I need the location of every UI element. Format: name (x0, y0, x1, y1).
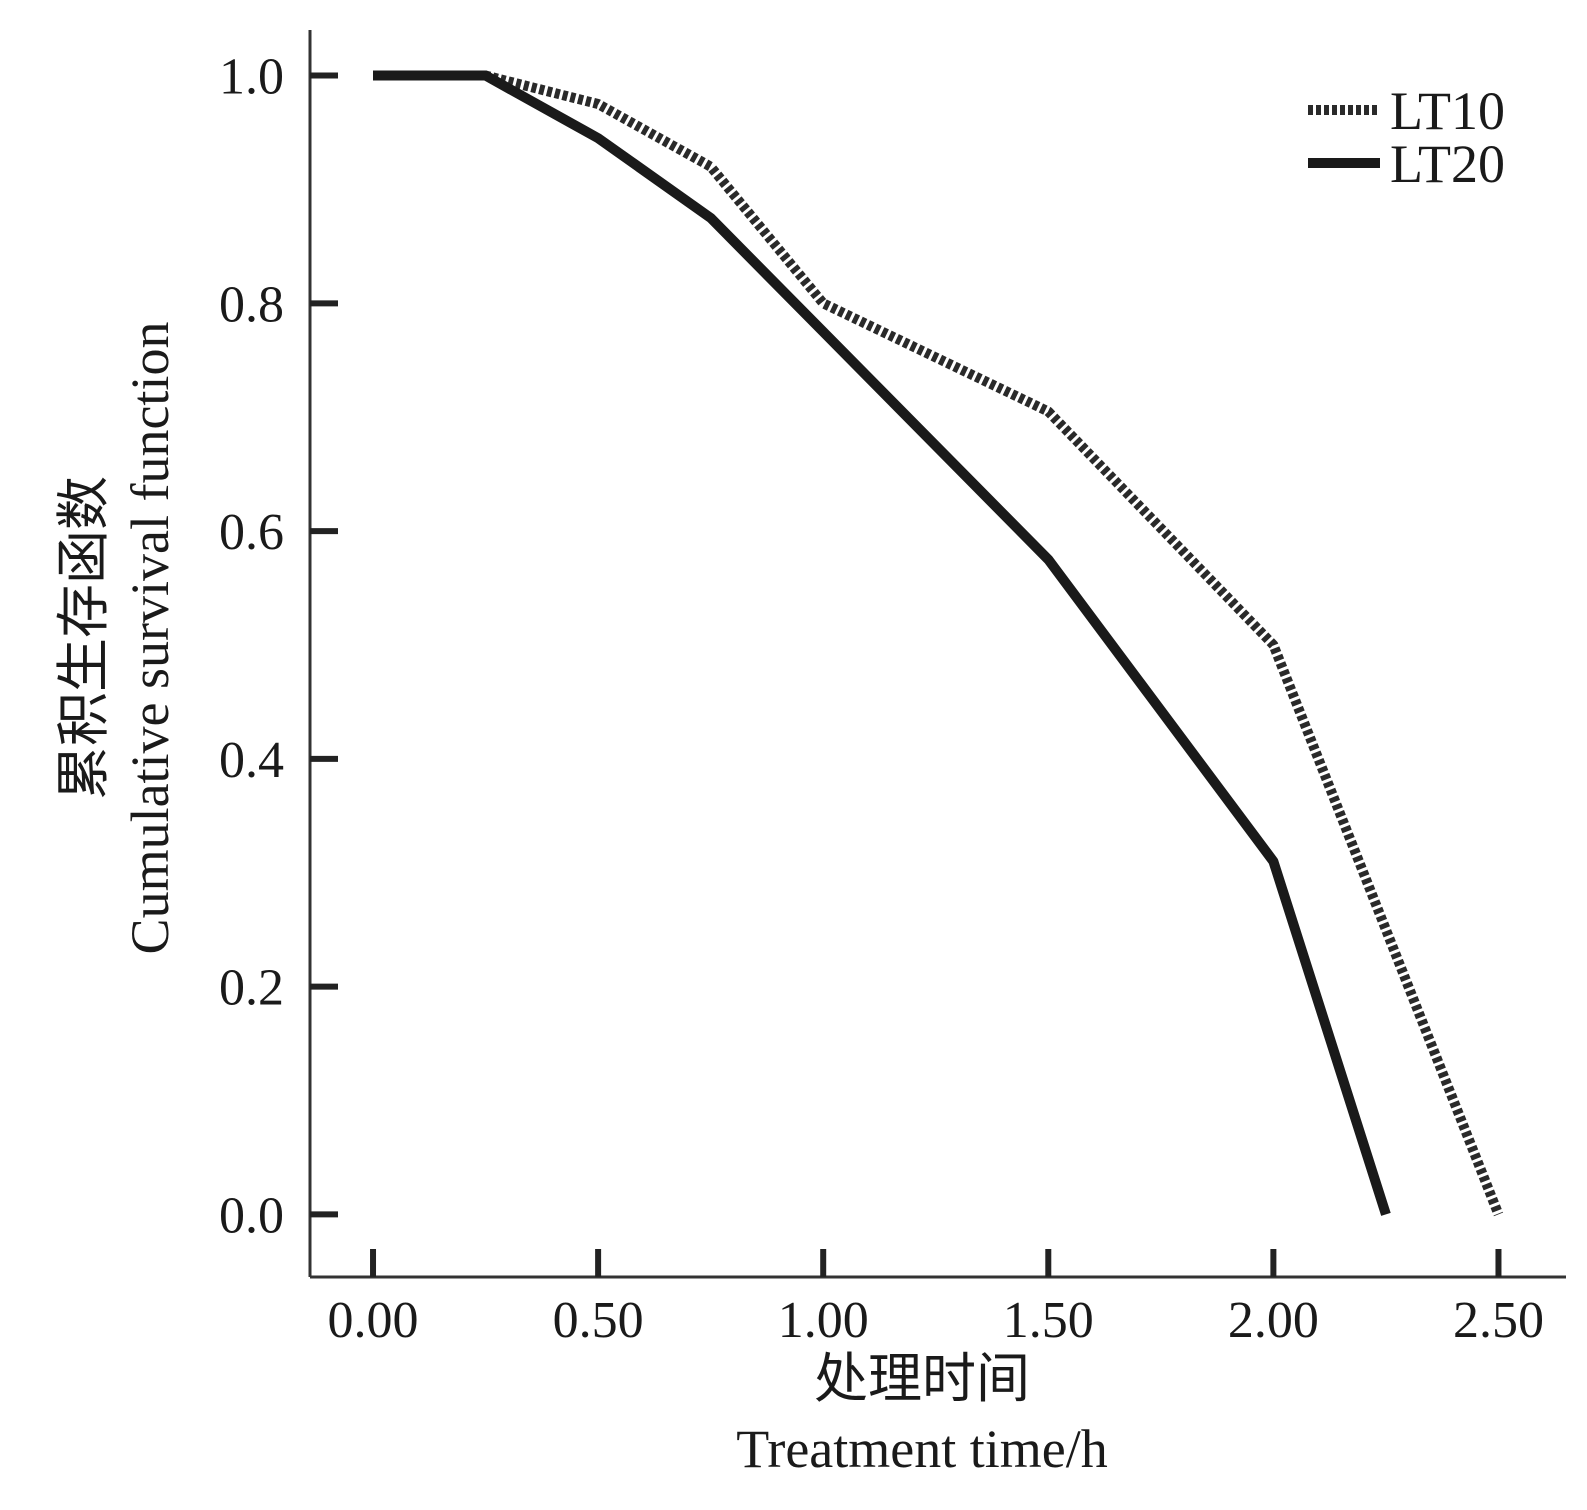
y-tick-label: 0.6 (219, 504, 284, 561)
y-axis-title-cn: 累积生存函数 (54, 476, 114, 800)
y-tick-label: 0.8 (219, 276, 284, 333)
y-axis-title: Cumulative survival function (120, 322, 180, 955)
data-point-lt10 (1044, 408, 1052, 416)
data-point-lt20 (594, 134, 602, 142)
y-tick-label: 1.0 (219, 49, 284, 106)
x-axis-title-cn: 处理时间 (814, 1349, 1030, 1409)
y-tick-label: 0.2 (219, 960, 284, 1017)
data-point-lt10 (819, 299, 827, 307)
data-point-lt20 (1044, 556, 1052, 564)
x-axis-title: Treatment time/h (736, 1419, 1107, 1479)
ticks: 0.0 0.2 0.4 0.6 0.8 1.0 0.00 0.50 1.00 1.50 2.00 2.… (219, 49, 1544, 1349)
data-point-lt10 (1494, 1210, 1502, 1218)
data-point-lt20 (369, 72, 377, 80)
data-point-lt20 (707, 214, 715, 222)
y-tick-label: 0.4 (219, 732, 284, 789)
legend-label-lt10: LT10 (1390, 81, 1505, 141)
data-point-lt20 (482, 72, 490, 80)
series-layer (369, 70, 1504, 1218)
data-point-lt20 (819, 328, 827, 336)
legend-label-lt20: LT20 (1390, 134, 1505, 194)
x-tick-label: 2.00 (1228, 1292, 1319, 1349)
series-line-lt20 (373, 70, 1391, 1216)
x-tick-label: 2.50 (1453, 1292, 1544, 1349)
axes (308, 30, 1566, 1279)
data-point-lt10 (707, 163, 715, 171)
x-tick-label: 0.00 (328, 1292, 419, 1349)
y-tick-label: 0.0 (219, 1187, 284, 1244)
data-point-lt10 (594, 100, 602, 108)
legend: LT10 LT20 (1308, 81, 1505, 194)
x-tick-label: 1.50 (1003, 1292, 1094, 1349)
data-point-lt10 (1269, 641, 1277, 649)
data-point-lt20 (1382, 1210, 1390, 1218)
x-tick-label: 0.50 (553, 1292, 644, 1349)
data-point-lt20 (1269, 857, 1277, 865)
x-tick-label: 1.00 (778, 1292, 869, 1349)
